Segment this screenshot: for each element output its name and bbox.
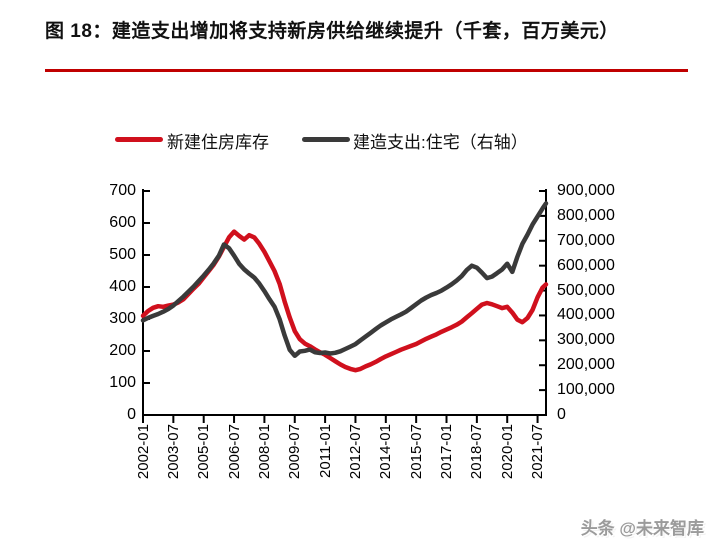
right-axis-tick-label: 700,000	[557, 231, 615, 249]
x-axis-tick-label: 2009-07	[286, 424, 304, 480]
x-axis-tick-label: 2020-01	[498, 424, 516, 480]
right-axis-tick-label: 900,000	[557, 182, 615, 199]
x-axis-tick-label: 2017-01	[438, 424, 455, 480]
left-axis-tick-label: 300	[109, 310, 136, 327]
x-axis-tick-label: 2014-01	[377, 424, 395, 480]
left-axis-tick-label: 600	[109, 214, 136, 231]
right-axis-tick-label: 200,000	[557, 356, 615, 374]
right-axis-tick-label: 500,000	[557, 281, 615, 299]
x-axis-tick-label: 2012-07	[346, 424, 364, 480]
construction-spending-series-line	[140, 201, 549, 359]
x-axis-tick-label: 2002-01	[134, 424, 152, 480]
right-axis-tick-label: 800,000	[557, 206, 615, 224]
x-axis-tick-label: 2006-07	[225, 424, 243, 480]
x-axis-tick-label: 2008-01	[255, 424, 273, 480]
left-axis-tick-label: 0	[127, 406, 136, 423]
construction-legend-line-icon	[302, 137, 350, 142]
right-axis-tick-label: 0	[557, 406, 566, 423]
figure-title: 图 18：建造支出增加将支持新房供给继续提升（千套，百万美元）	[45, 21, 619, 42]
construction-legend-label: 建造支出:住宅（右轴）	[353, 133, 528, 152]
x-axis-tick-label: 2015-07	[407, 424, 425, 480]
right-axis-tick-label: 300,000	[557, 331, 615, 349]
right-axis-tick-label: 100,000	[557, 381, 615, 399]
inventory-legend-line-icon	[115, 137, 163, 142]
left-axis-tick-label: 500	[109, 246, 136, 263]
left-axis-tick-label: 200	[109, 342, 136, 359]
left-axis-tick-label: 700	[109, 182, 136, 199]
title-rule-divider	[45, 69, 688, 72]
x-axis-tick-label: 2005-01	[195, 424, 213, 480]
inventory-legend-label: 新建住房库存	[167, 133, 269, 152]
x-axis-tick-label: 2011-01	[316, 424, 334, 478]
x-axis-tick-label: 2003-07	[164, 424, 182, 480]
right-axis-tick-label: 600,000	[557, 256, 615, 274]
x-axis-tick-label: 2018-07	[468, 424, 486, 480]
right-axis-tick-label: 400,000	[557, 306, 615, 324]
watermark: 头条 @未来智库	[580, 519, 704, 538]
left-axis-tick-label: 400	[109, 278, 136, 295]
left-axis-tick-label: 100	[109, 374, 136, 391]
x-axis-tick-label: 2021-07	[529, 424, 547, 480]
